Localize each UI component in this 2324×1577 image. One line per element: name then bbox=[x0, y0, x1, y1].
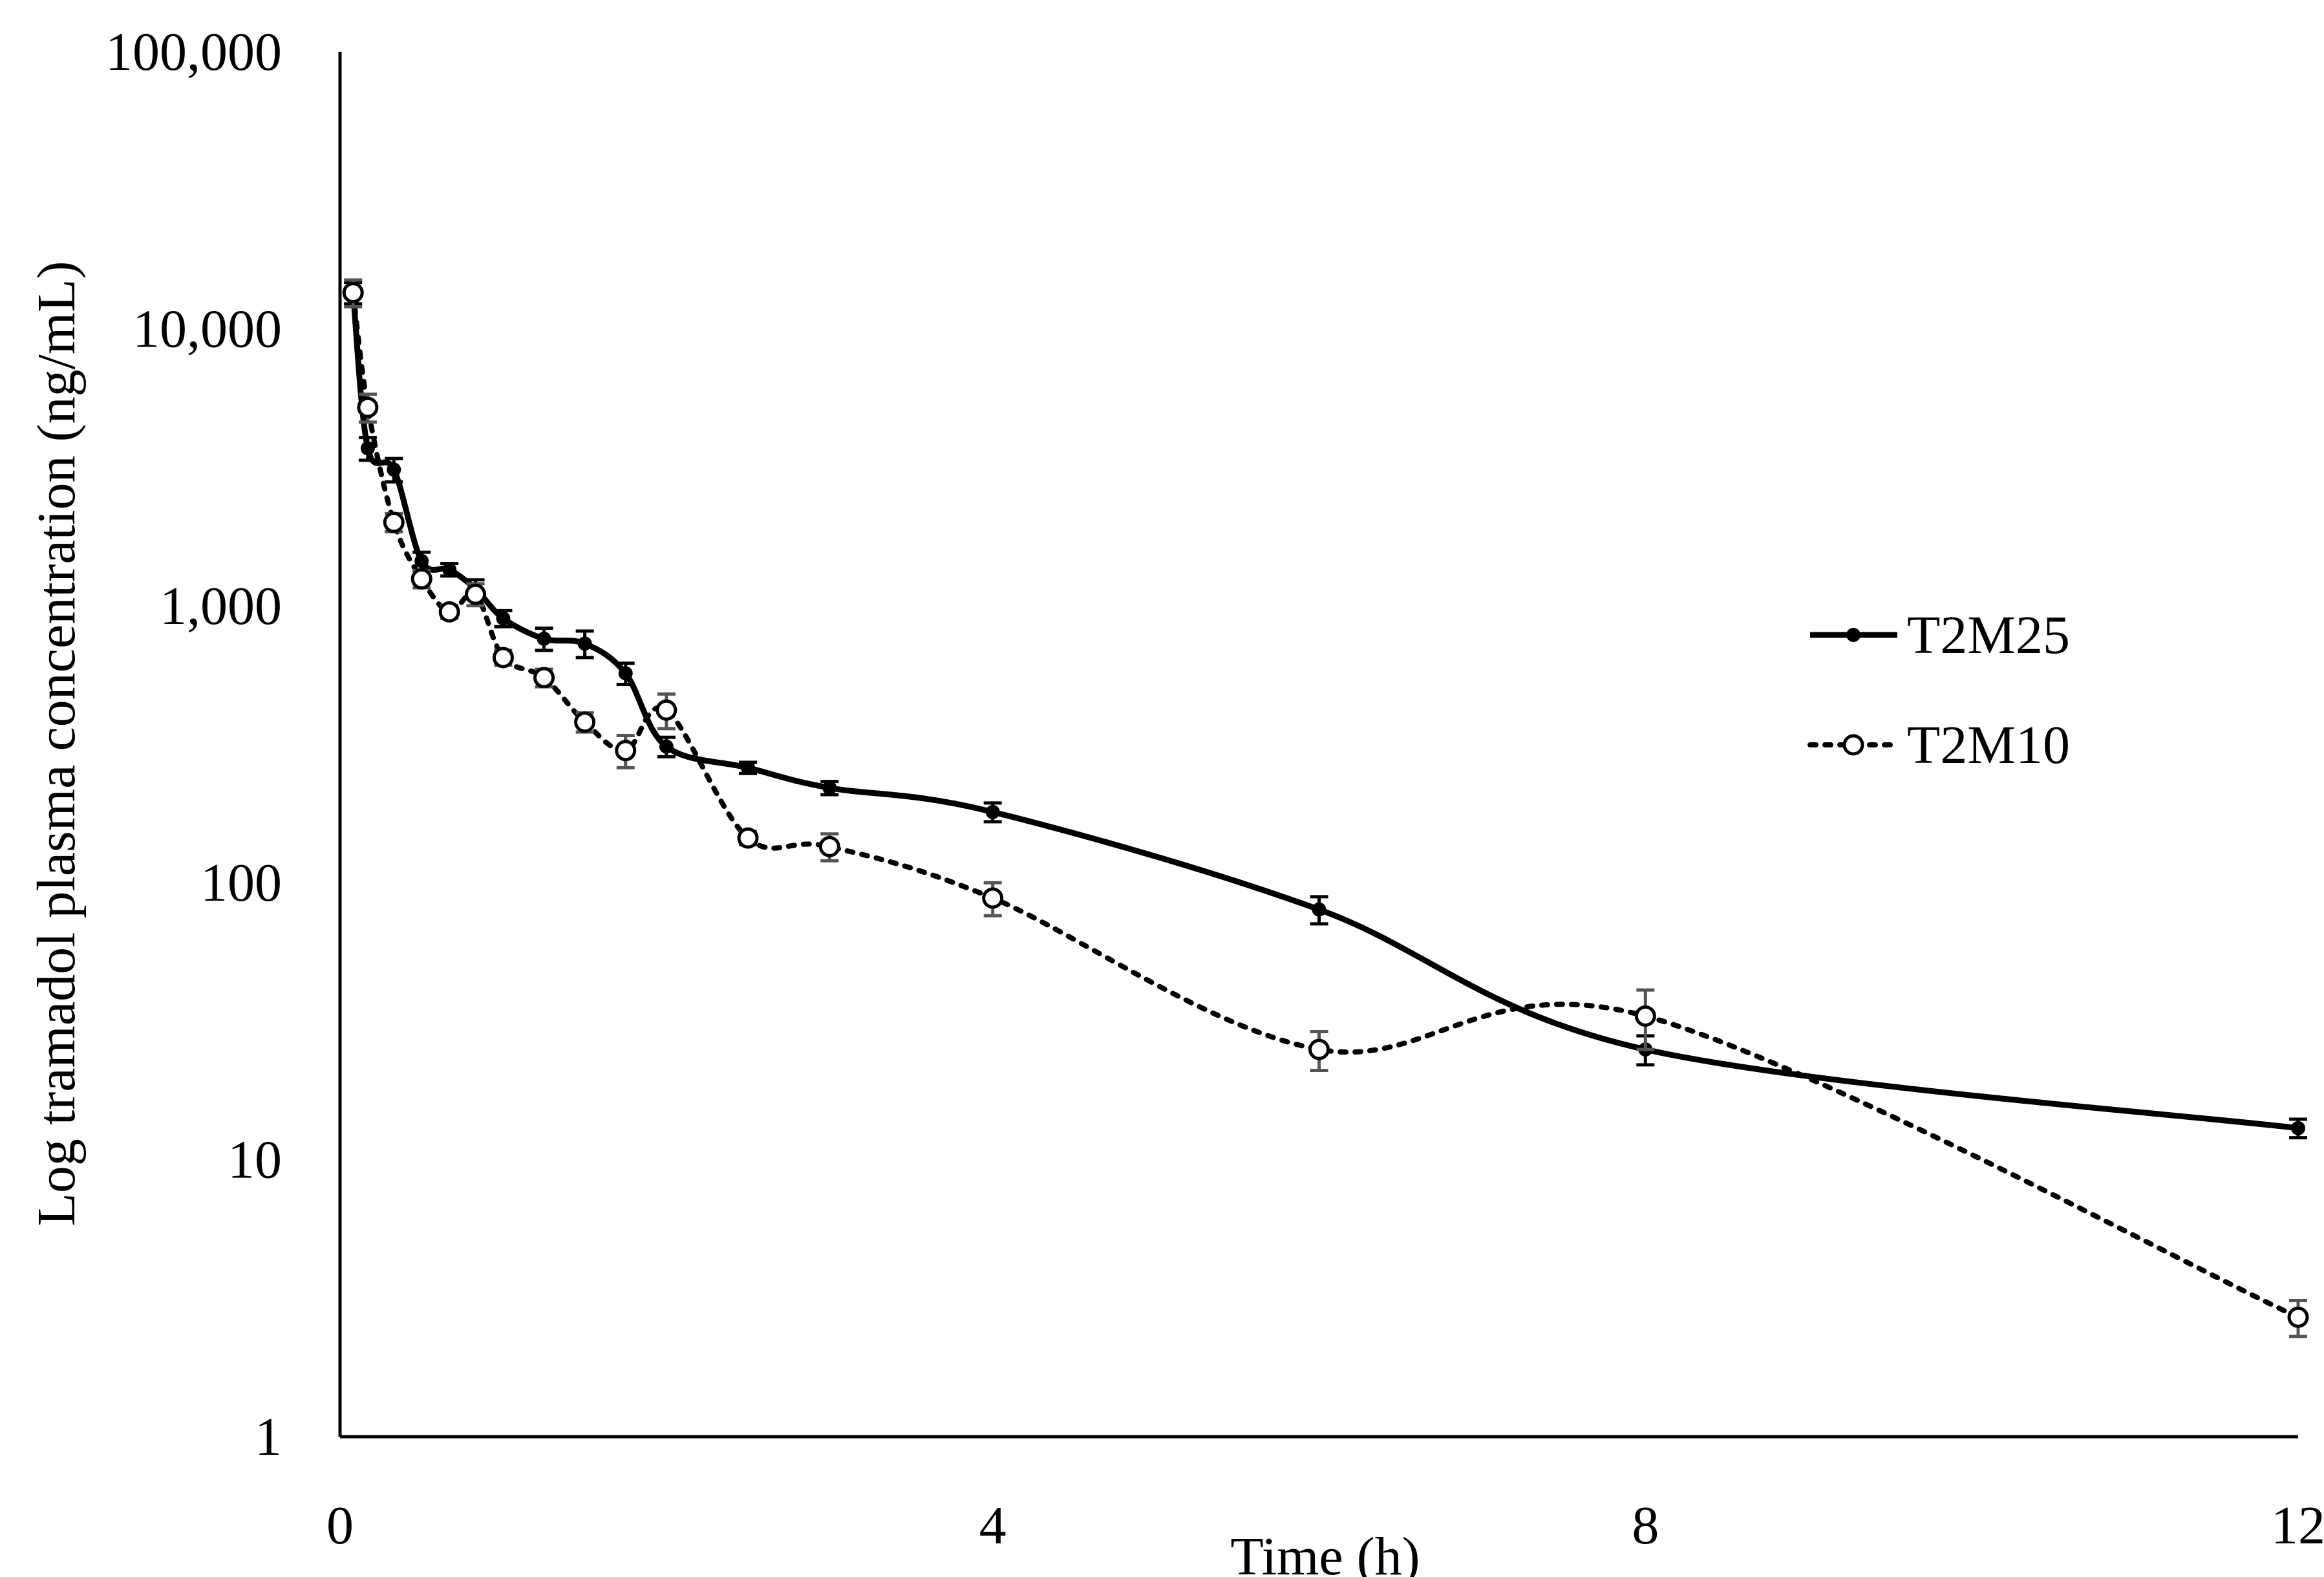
data-point bbox=[659, 739, 674, 754]
data-point bbox=[537, 631, 551, 646]
data-point bbox=[985, 804, 1000, 819]
x-tick-label: 8 bbox=[1632, 1496, 1659, 1556]
series-line-t2m10 bbox=[350, 290, 2301, 1320]
legend: T2M25 T2M10 bbox=[1807, 605, 2070, 775]
data-point bbox=[574, 711, 596, 733]
data-point bbox=[2287, 1306, 2309, 1328]
legend-item-t2m25: T2M25 bbox=[1810, 605, 2070, 665]
data-point bbox=[414, 553, 429, 568]
data-point bbox=[1308, 1038, 1330, 1060]
data-point bbox=[618, 666, 633, 681]
data-point bbox=[496, 611, 511, 626]
data-point bbox=[387, 462, 401, 477]
data-point bbox=[1312, 902, 1327, 917]
x-tick-label: 4 bbox=[979, 1496, 1007, 1556]
data-point bbox=[342, 282, 364, 304]
data-point bbox=[1634, 1005, 1656, 1027]
data-point bbox=[383, 511, 405, 533]
x-tick-label: 12 bbox=[2271, 1496, 2324, 1556]
y-tick-label: 100,000 bbox=[105, 22, 282, 82]
series-layer bbox=[342, 278, 2309, 1338]
series-t2m10 bbox=[342, 278, 2309, 1338]
x-tick-label: 0 bbox=[326, 1496, 354, 1556]
data-point bbox=[533, 667, 555, 689]
data-point bbox=[656, 699, 677, 721]
y-tick-label: 1,000 bbox=[160, 576, 282, 636]
data-point bbox=[577, 636, 592, 651]
data-point bbox=[737, 827, 759, 849]
data-point bbox=[818, 835, 840, 857]
series-t2m25 bbox=[344, 281, 2307, 1140]
data-point bbox=[357, 396, 379, 418]
legend-marker bbox=[1842, 734, 1864, 756]
data-point bbox=[360, 441, 375, 456]
x-axis-title: Time (h) bbox=[1230, 1527, 1420, 1577]
legend-marker bbox=[1846, 628, 1860, 642]
data-point bbox=[822, 780, 837, 795]
data-point bbox=[982, 887, 1004, 909]
series-line-t2m25 bbox=[350, 292, 2299, 1132]
data-point bbox=[2291, 1121, 2305, 1135]
data-point bbox=[492, 647, 514, 669]
axes: 1 10 100 1,000 10,000 100,000 0 4 8 12 bbox=[105, 22, 2324, 1556]
data-point bbox=[438, 601, 460, 623]
data-point bbox=[442, 562, 457, 577]
data-point bbox=[615, 740, 637, 762]
y-tick-label: 10 bbox=[228, 1130, 282, 1190]
data-point bbox=[410, 568, 432, 590]
y-axis-title: Log tramadol plasma concentration (ng/mL… bbox=[27, 261, 87, 1227]
y-tick-label: 1 bbox=[255, 1407, 282, 1467]
data-point bbox=[741, 760, 756, 775]
legend-label: T2M10 bbox=[1907, 715, 2070, 775]
y-tick-label: 10,000 bbox=[133, 299, 282, 359]
data-point bbox=[465, 583, 487, 605]
legend-item-t2m10: T2M10 bbox=[1807, 715, 2070, 775]
legend-label: T2M25 bbox=[1907, 605, 2070, 665]
y-tick-label: 100 bbox=[200, 853, 282, 913]
